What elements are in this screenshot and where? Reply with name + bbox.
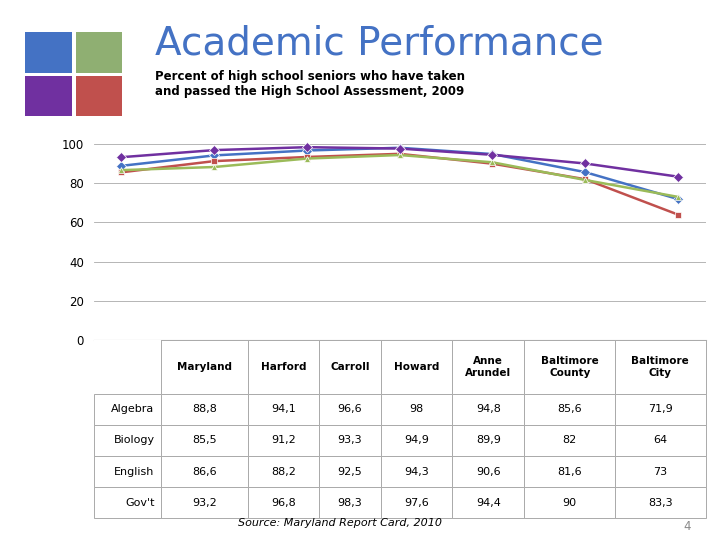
Text: Academic Performance: Academic Performance	[155, 24, 603, 62]
Text: Source: Maryland Report Card, 2010: Source: Maryland Report Card, 2010	[238, 518, 441, 529]
Text: 4: 4	[684, 520, 691, 534]
Text: Percent of high school seniors who have taken
and passed the High School Assessm: Percent of high school seniors who have …	[155, 70, 465, 98]
